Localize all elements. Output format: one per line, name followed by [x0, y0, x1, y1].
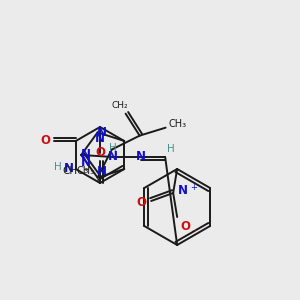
Text: N: N [178, 184, 188, 197]
Text: N: N [94, 132, 105, 145]
Text: N: N [81, 148, 91, 161]
Text: N: N [108, 151, 118, 164]
Text: N: N [64, 163, 74, 176]
Text: N: N [136, 151, 146, 164]
Text: N: N [97, 165, 106, 178]
Text: O: O [180, 220, 190, 233]
Text: CH₂: CH₂ [111, 101, 128, 110]
Text: O: O [95, 146, 105, 160]
Text: CH₃: CH₃ [169, 119, 187, 129]
Text: O: O [136, 196, 146, 209]
Text: O: O [41, 134, 51, 148]
Text: H: H [109, 143, 117, 153]
Text: CH₃: CH₃ [77, 166, 95, 176]
Text: N: N [81, 157, 91, 169]
Text: CH: CH [62, 166, 78, 176]
Text: N: N [97, 125, 107, 139]
Text: H: H [167, 144, 175, 154]
Text: ⁻: ⁻ [192, 228, 197, 238]
Text: +: + [190, 182, 196, 191]
Text: H: H [54, 162, 62, 172]
Text: 3: 3 [84, 168, 88, 174]
